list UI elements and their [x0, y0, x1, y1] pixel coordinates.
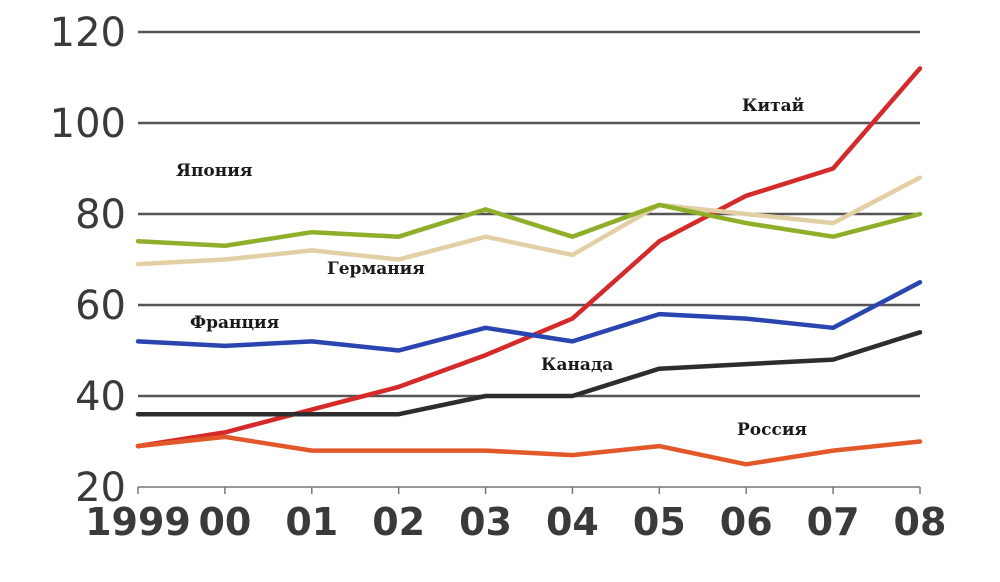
x-tick-label: 08 [894, 500, 947, 544]
series-line-3 [135, 280, 923, 353]
series-line-1 [135, 175, 923, 267]
x-tick-label: 1999 [85, 500, 191, 544]
y-tick-label: 120 [50, 10, 126, 56]
series-line-4 [135, 330, 923, 417]
y-tick-label: 40 [75, 374, 126, 420]
series-label-canada: Канада [541, 355, 613, 375]
series-label-japan: Япония [176, 161, 252, 181]
x-axis-ticks: 1999 00 01 02 03 04 05 06 07 08 [85, 500, 946, 544]
x-tick-label: 05 [633, 500, 686, 544]
x-tick-label: 06 [720, 500, 773, 544]
series-line-2 [135, 202, 923, 249]
series-line-5 [135, 434, 923, 467]
x-tick-label: 01 [285, 500, 338, 544]
y-tick-label: 100 [50, 101, 126, 147]
x-tick-label: 02 [372, 500, 425, 544]
series-label-germany: Германия [327, 259, 425, 279]
series-label-china: Китай [742, 96, 805, 116]
x-tick-label: 00 [198, 500, 251, 544]
series-label-france: Франция [190, 313, 279, 333]
x-tick-label: 03 [459, 500, 512, 544]
y-tick-label: 60 [75, 283, 126, 329]
x-tick-label: 07 [807, 500, 860, 544]
x-tick-label: 04 [546, 500, 599, 544]
y-axis-ticks: 20 40 60 80 100 120 [50, 10, 126, 511]
y-tick-label: 20 [75, 465, 126, 511]
x-tick-marks [137, 487, 921, 494]
y-tick-label: 80 [75, 192, 126, 238]
series-lines [135, 66, 923, 467]
grid [138, 30, 920, 398]
series-label-russia: Россия [737, 420, 807, 440]
